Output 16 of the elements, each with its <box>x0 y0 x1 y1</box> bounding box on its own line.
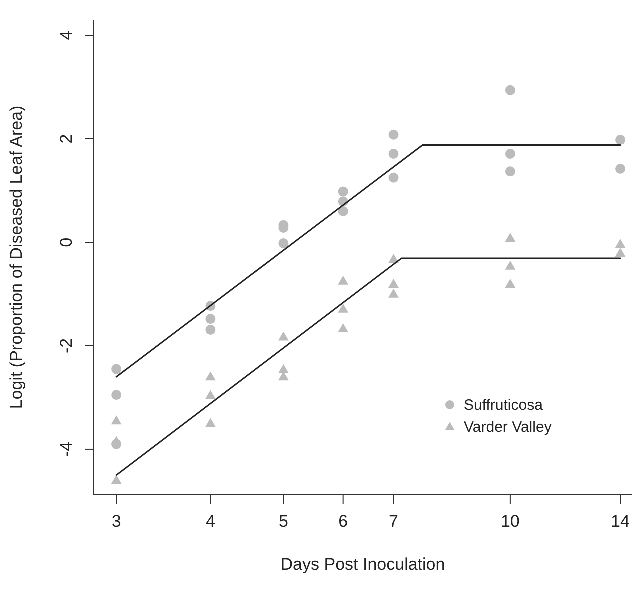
x-tick-label: 7 <box>389 512 398 531</box>
legend-label: Varder Valley <box>464 419 552 436</box>
x-axis-title: Days Post Inoculation <box>280 555 446 574</box>
y-tick-label: 0 <box>57 238 76 248</box>
y-tick-label: -4 <box>57 442 76 458</box>
y-tick-label: -2 <box>57 338 76 354</box>
legend-label: Suffruticosa <box>464 397 544 414</box>
x-tick-label: 14 <box>611 512 630 531</box>
y-tick-label: 4 <box>57 30 76 40</box>
x-tick-label: 4 <box>206 512 216 531</box>
y-axis-title: Logit (Proportion of Diseased Leaf Area) <box>7 106 26 410</box>
y-tick-label: 2 <box>57 134 76 144</box>
x-tick-label: 5 <box>278 512 288 531</box>
x-tick-label: 6 <box>338 512 348 531</box>
x-tick-label: 10 <box>500 512 520 531</box>
x-tick-label: 3 <box>112 512 122 531</box>
